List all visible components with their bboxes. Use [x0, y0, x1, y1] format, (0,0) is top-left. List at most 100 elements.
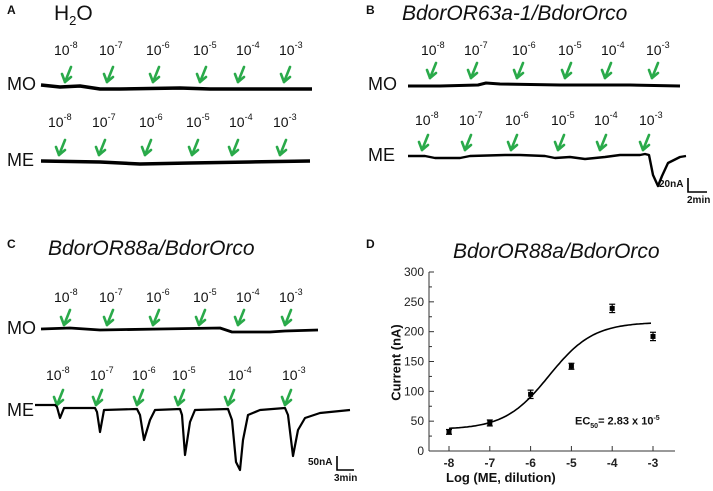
data-point: [487, 420, 493, 426]
data-point: [568, 363, 574, 369]
title-sub: 2: [69, 13, 77, 29]
concentration-label-c-mo: 10-8: [54, 287, 78, 305]
arrow-icon: [233, 315, 246, 327]
trace-label-me-a: ME: [7, 150, 34, 170]
conc-exponent: -5: [201, 112, 210, 122]
conc-exponent: -5: [208, 40, 217, 50]
concentration-label-a-me: 10-5: [186, 112, 210, 130]
conc-exponent: -3: [294, 287, 303, 297]
conc-exponent: -6: [154, 112, 163, 122]
conc-base: 10: [99, 289, 115, 305]
concentration-label-a-mo: 10-3: [279, 40, 303, 58]
trace-b-mo: [408, 81, 681, 88]
conc-exponent: -8: [63, 112, 72, 122]
ec-value: = 2.83 x 10: [598, 415, 654, 428]
concentration-label-c-me: 10-4: [228, 365, 252, 383]
concentration-label-c-mo: 10-4: [236, 287, 260, 305]
arrow-icon: [60, 72, 73, 84]
concentration-label-c-mo: 10-5: [193, 287, 217, 305]
y-tick-label: 150: [404, 355, 424, 369]
arrow-icon: [560, 68, 573, 80]
conc-base: 10: [594, 112, 610, 128]
concentration-label-b-me: 10-5: [551, 110, 575, 128]
conc-base: 10: [99, 42, 115, 58]
y-tick-label: 250: [404, 295, 424, 309]
title-o: O: [76, 2, 93, 25]
y-tick-label: 50: [411, 414, 425, 428]
conc-exponent: -5: [208, 287, 217, 297]
concentration-label-a-me: 10-8: [48, 112, 72, 130]
scale-bar-b: [687, 178, 707, 193]
conc-exponent: -7: [114, 40, 123, 50]
conc-exponent: -4: [609, 110, 618, 120]
conc-base: 10: [273, 114, 289, 130]
conc-base: 10: [92, 114, 108, 130]
arrow-icon: [280, 315, 293, 327]
conc-exponent: -6: [527, 40, 536, 50]
conc-exponent: -4: [616, 40, 625, 50]
conc-base: 10: [48, 114, 64, 130]
conc-base: 10: [505, 112, 521, 128]
arrow-icon: [638, 140, 651, 152]
arrow-icon: [595, 140, 608, 152]
x-tick-label: -4: [607, 456, 618, 470]
arrow-icon: [647, 68, 660, 80]
conc-base: 10: [54, 289, 70, 305]
y-tick-label: 0: [417, 444, 424, 458]
y-tick-label: 200: [404, 325, 424, 339]
concentration-label-c-me: 10-6: [132, 365, 156, 383]
conc-exponent: -7: [107, 112, 116, 122]
arrow-icon: [132, 395, 145, 407]
arrow-icon: [148, 72, 161, 84]
trace-c-mo: [40, 326, 319, 334]
trace-b-me: [408, 152, 687, 188]
arrow-icon: [52, 395, 65, 407]
data-point: [446, 429, 452, 435]
conc-base: 10: [558, 42, 574, 58]
arrow-icon: [94, 145, 107, 157]
concentration-label-a-mo: 10-6: [146, 40, 170, 58]
conc-exponent: -6: [161, 40, 170, 50]
conc-base: 10: [601, 42, 617, 58]
concentration-label-a-mo: 10-4: [236, 40, 260, 58]
trace-label-me-b: ME: [368, 145, 395, 165]
trace-a-me: [40, 159, 311, 166]
arrow-icon: [173, 395, 186, 407]
arrow-icon: [187, 145, 200, 157]
concentration-label-b-me: 10-8: [415, 110, 439, 128]
conc-base: 10: [236, 42, 252, 58]
trace-label-mo-a: MO: [7, 74, 36, 94]
conc-base: 10: [172, 367, 188, 383]
arrow-icon: [466, 68, 479, 80]
concentration-label-b-mo: 10-6: [512, 40, 536, 58]
conc-base: 10: [421, 42, 437, 58]
arrow-icon: [460, 140, 473, 152]
arrow-icon: [59, 315, 72, 327]
concentration-label-c-me: 10-5: [172, 365, 196, 383]
concentration-label-c-mo: 10-6: [146, 287, 170, 305]
concentration-label-c-me: 10-7: [90, 365, 114, 383]
trace-label-mo-b: MO: [368, 74, 397, 94]
conc-base: 10: [282, 367, 298, 383]
concentration-label-b-mo: 10-4: [601, 40, 625, 58]
panel-a-title: H2O: [54, 2, 93, 28]
conc-exponent: -8: [436, 40, 445, 50]
arrow-icon: [194, 315, 207, 327]
arrow-icon: [425, 68, 438, 80]
panel-c-title: BdorOR88a/BdorOrco: [48, 237, 255, 260]
conc-base: 10: [146, 42, 162, 58]
conc-exponent: -4: [244, 112, 253, 122]
arrow-icon: [512, 68, 525, 80]
concentration-label-b-mo: 10-8: [421, 40, 445, 58]
data-point: [609, 305, 615, 311]
concentration-label-a-mo: 10-7: [99, 40, 123, 58]
conc-base: 10: [46, 367, 62, 383]
scale-current-b: 20nA: [659, 179, 684, 190]
arrow-icon: [280, 395, 293, 407]
arrow-icon: [102, 72, 115, 84]
data-point: [650, 333, 656, 339]
conc-base: 10: [228, 367, 244, 383]
arrow-icon: [417, 140, 430, 152]
arrow-icon: [275, 145, 288, 157]
conc-base: 10: [279, 289, 295, 305]
